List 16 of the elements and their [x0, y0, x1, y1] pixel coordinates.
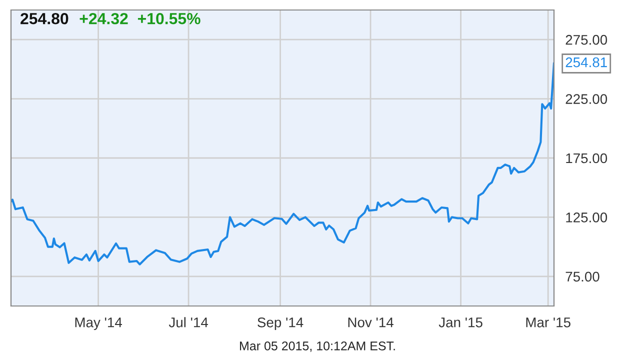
- y-tick-label: 175.00: [566, 153, 608, 164]
- annotation: 254.81: [566, 57, 607, 68]
- x-tick-label: Jan '15: [438, 318, 482, 328]
- chart-subtitle: +24.32 +10.55%: [80, 12, 200, 24]
- x-tick-label: May '14: [75, 318, 122, 330]
- y-tick-label: 75.00: [566, 272, 600, 282]
- y-tick-label: 225.00: [566, 94, 608, 104]
- x-tick-label: Sep '14: [258, 317, 304, 330]
- text: Mar 05 2015, 10:12AM EST.: [240, 342, 395, 352]
- y-tick-label: 125.00: [566, 212, 608, 222]
- x-tick-label: Jul '14: [168, 317, 208, 328]
- x-tick-label: Nov '14: [348, 318, 394, 328]
- line-series: [11, 62, 554, 266]
- y-tick-label: 275.00: [566, 34, 608, 45]
- chart-title: 254.80: [20, 12, 68, 24]
- x-tick-label: Mar '15: [526, 318, 570, 328]
